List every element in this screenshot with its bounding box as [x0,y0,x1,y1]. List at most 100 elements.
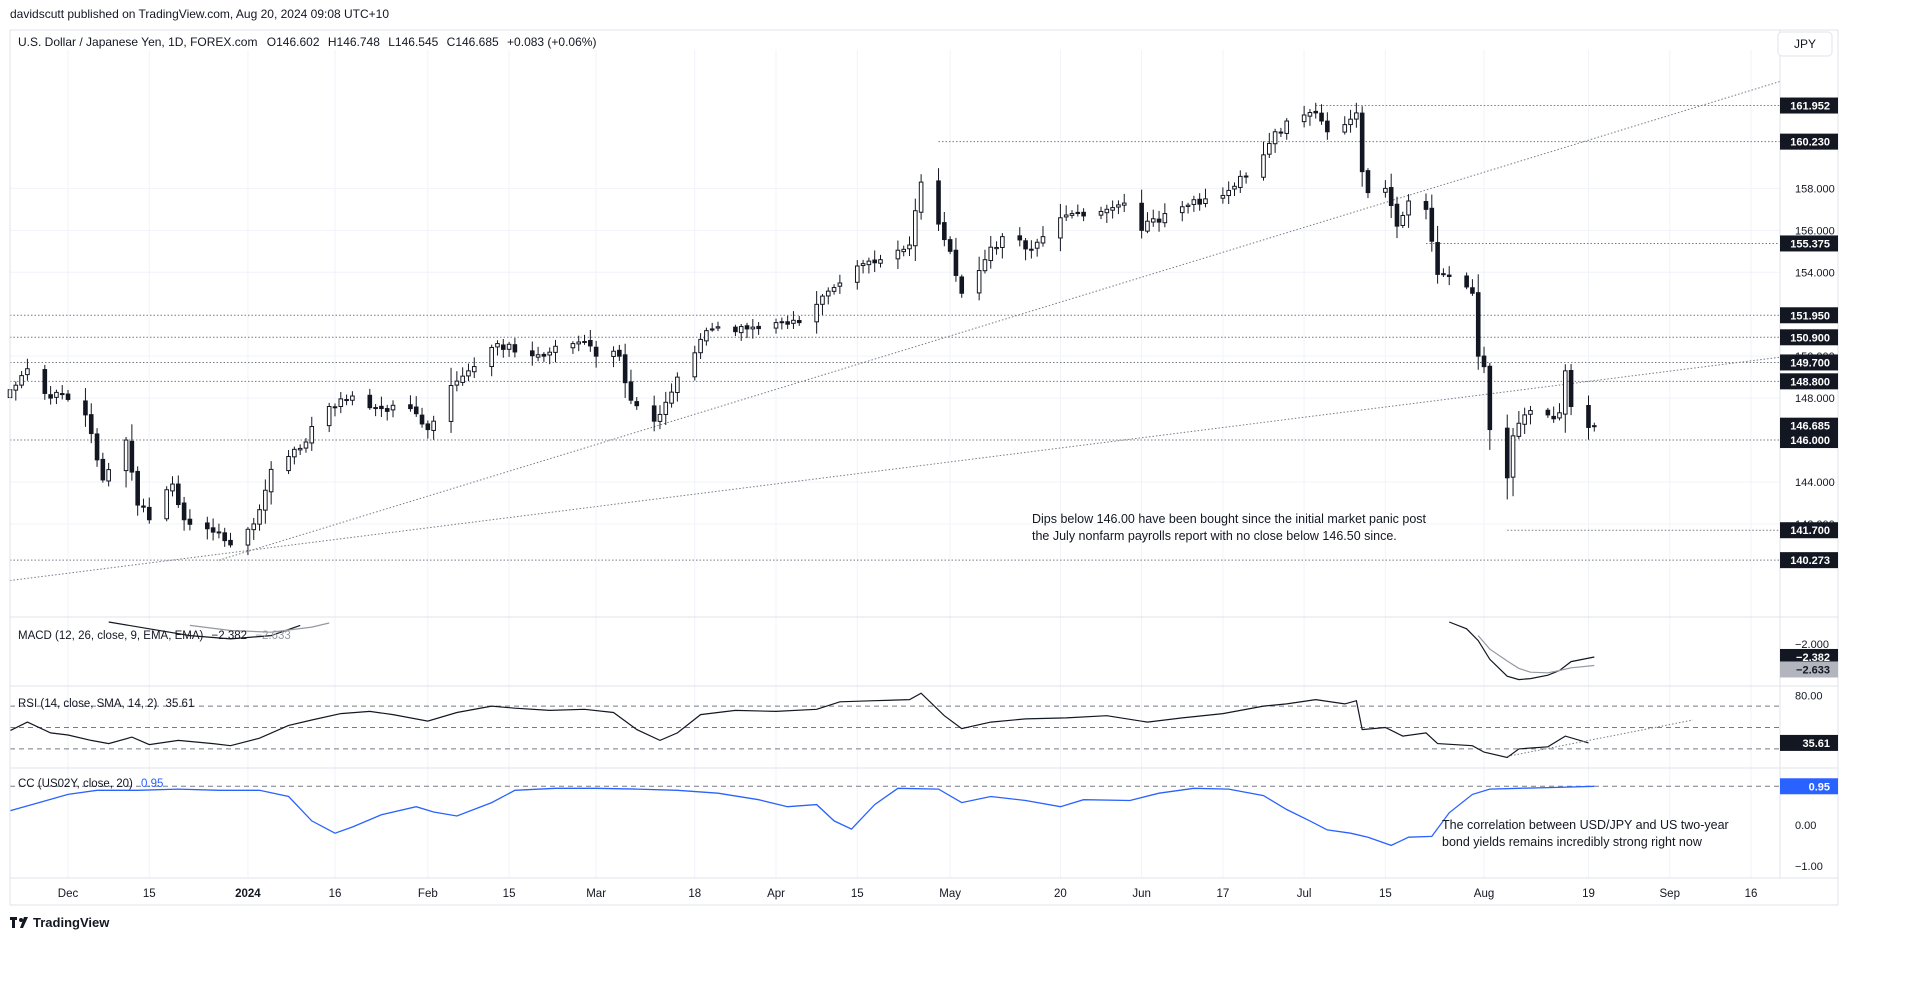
candle-up [1058,217,1063,239]
candle-up [1591,425,1597,428]
price-axis-tick: 158.000 [1795,183,1835,195]
level-badge-bg [1780,133,1838,150]
level-badge-bg [1780,235,1838,252]
cc-axis-tick: 0.00 [1795,820,1816,832]
candle-down [1464,275,1469,288]
candle-up [332,406,338,409]
candle-down [1023,240,1028,250]
candle-up [1307,112,1313,117]
candle-down [634,401,640,407]
rsi-legend[interactable]: RSI (14, close, SMA, 14, 2) 35.61 [18,698,194,710]
candle-down [1429,207,1435,242]
candle-up [895,249,901,260]
candle-up [123,439,129,472]
candle-up [994,246,999,250]
macd-legend-label: MACD (12, 26, close, 9, EMA, EMA) [18,630,204,642]
rsi-badge: 35.61 [1802,738,1830,750]
last-price-badge: 146.685 [1790,421,1830,433]
candle-up [698,338,703,354]
candle-up [1301,114,1307,123]
candle-up [814,303,819,323]
candle-up [1150,218,1156,223]
horizontal-levels [10,105,1780,561]
level-badge-bg [1780,432,1838,449]
candle-down [94,433,100,461]
candle-up [1098,210,1104,216]
macd-legend-signal: −2.633 [255,630,291,642]
trendlines [9,80,1781,582]
candle-down [135,470,140,506]
candle-up [1400,214,1406,226]
candle-up [1069,213,1075,216]
macd-line-signal_early [189,622,330,633]
candle-up [773,322,779,329]
published-byline: davidscutt published on TradingView.com,… [10,7,389,21]
rsi-badge-bg [1780,734,1838,751]
level-badge-bg [1780,552,1838,569]
time-axis-tick: Aug [1474,888,1494,900]
candle-up [1116,204,1121,208]
candle-up [25,368,30,376]
macd-badge-bg [1780,648,1838,665]
candle-up [675,376,680,394]
candle-down [529,350,535,357]
symbol-legend[interactable]: U.S. Dollar / Japanese Yen, 1D, FOREX.co… [18,35,596,49]
candle-down [500,344,506,350]
cc-annotation-line-2: bond yields remains incredibly strong ri… [1442,835,1703,849]
candle-up [837,282,843,287]
price-badges: 161.952 160.230 155.375 151.950 150.900 149.7… [1780,97,1838,795]
cc-axis-tick: −1.00 [1795,861,1823,873]
candle-up [1348,118,1353,126]
macd-legend[interactable]: MACD (12, 26, close, 9, EMA, EMA) −2.382… [18,630,291,642]
candle-down [1441,273,1446,276]
candle-down [222,532,228,542]
time-axis-tick: 15 [503,888,516,900]
candle-up [1510,435,1516,478]
candle-down [59,393,65,396]
candle-up [663,401,669,415]
candle-down [88,414,94,435]
candle-up [582,340,587,343]
candle-down [65,393,71,400]
currency-button[interactable]: JPY [1777,31,1833,57]
candle-up [709,328,715,331]
candle-up [854,265,860,283]
candle-up [901,248,907,253]
candle-down [83,400,88,416]
candle-down [1365,170,1371,194]
candle-down [141,505,146,508]
price-axis-tick: 148.000 [1795,393,1835,405]
candle-up [1040,236,1046,244]
candle-down [216,531,222,534]
candle-up [268,468,274,493]
time-axis-tick: 15 [143,888,156,900]
candle-up [535,354,541,358]
cc-legend[interactable]: CC (US02Y, close, 20) 0.95 [18,778,163,790]
candle-down [588,340,593,347]
candle-down [1325,120,1330,133]
candle-down [1504,427,1510,479]
candle-up [988,246,994,262]
candle-down [1551,415,1556,420]
candle-up [820,295,825,305]
candle-up [326,405,332,427]
candle-down [373,407,378,410]
time-axis-tick: 16 [329,888,342,900]
time-axis-tick: 2024 [235,888,261,900]
candle-down [344,399,349,402]
candle-up [576,341,582,345]
macd-badge: −2.382 [1796,652,1830,664]
candle-down [744,325,750,330]
candle-up [791,319,796,324]
axes[interactable]: 158.000156.000154.000150.000148.000144.0… [58,183,1835,900]
macd-line-macd_early [108,621,301,640]
time-axis-tick: 17 [1216,888,1229,900]
candle-down [953,249,959,276]
candle-up [913,210,918,247]
tradingview-logo[interactable]: TradingView [10,915,110,930]
candle-down [872,259,877,264]
candle-down [175,483,181,506]
candle-down [617,349,622,357]
